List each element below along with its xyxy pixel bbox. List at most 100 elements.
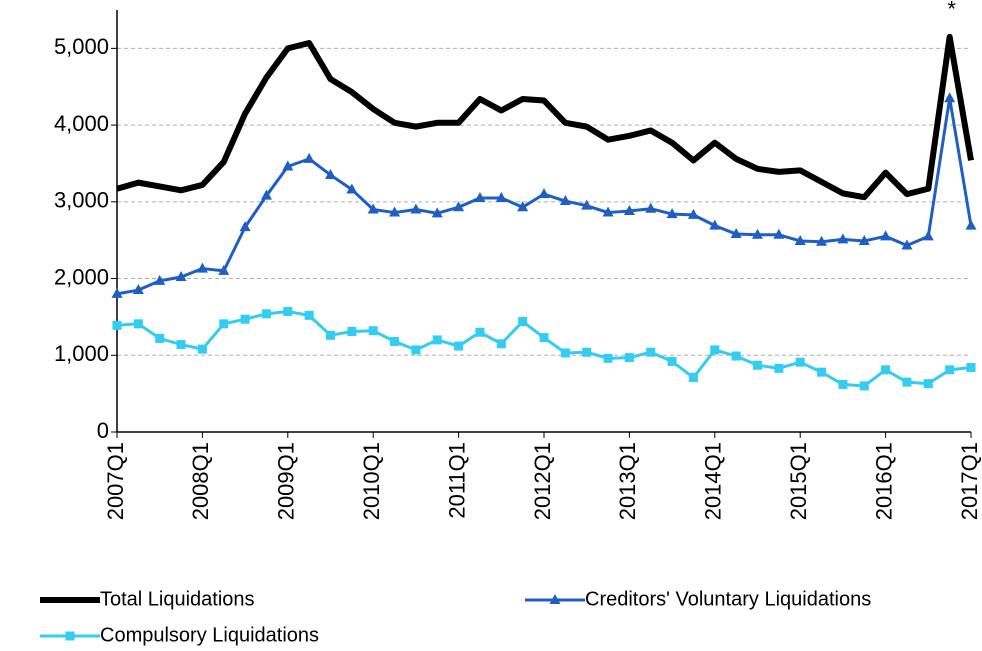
data-point	[325, 168, 336, 179]
data-point	[197, 344, 207, 354]
data-point	[495, 191, 507, 202]
data-point	[155, 333, 165, 343]
data-point	[710, 345, 720, 355]
data-point	[304, 310, 314, 320]
data-point	[581, 199, 593, 210]
data-point	[753, 360, 762, 370]
data-point	[966, 363, 976, 373]
data-point	[774, 363, 784, 373]
x-tick-label: 2012Q1	[530, 442, 555, 520]
data-point	[219, 319, 229, 329]
x-tick-label: 2007Q1	[103, 442, 128, 520]
data-point	[603, 353, 613, 363]
data-point	[902, 377, 912, 387]
data-point	[111, 287, 123, 298]
data-point	[752, 228, 763, 239]
data-point	[367, 203, 379, 214]
data-point	[538, 188, 550, 199]
legend-label: Compulsory Liquidations	[100, 624, 319, 646]
series-line	[116, 33, 974, 201]
data-point	[218, 264, 230, 275]
x-tick-label: 2013Q1	[615, 442, 640, 520]
legend-marker	[549, 594, 561, 604]
data-point	[432, 335, 442, 345]
y-tick-label: 2,000	[54, 264, 109, 289]
data-point	[453, 201, 465, 212]
data-point	[518, 317, 528, 327]
data-point	[923, 379, 933, 389]
data-point	[773, 228, 785, 239]
y-tick-label: 0	[97, 418, 109, 443]
data-point	[602, 206, 614, 217]
data-point	[303, 152, 315, 163]
data-point	[730, 228, 742, 239]
data-point	[559, 195, 571, 206]
x-tick-label: 2010Q1	[359, 442, 384, 520]
data-point	[794, 234, 806, 245]
legend-label: Creditors' Voluntary Liquidations	[585, 588, 871, 610]
data-point	[838, 379, 848, 389]
data-point	[731, 351, 741, 361]
annotation: *	[947, 0, 956, 22]
data-point	[666, 208, 678, 219]
data-point	[496, 339, 506, 349]
x-tick-label: 2015Q1	[786, 442, 811, 520]
data-point	[922, 230, 934, 241]
y-tick-label: 4,000	[54, 111, 109, 136]
data-point	[196, 262, 208, 273]
data-point	[112, 320, 122, 330]
data-point	[261, 309, 271, 319]
data-point	[454, 341, 464, 351]
data-point	[133, 319, 143, 329]
legend-label: Total Liquidations	[100, 588, 255, 610]
x-tick-label: 2011Q1	[444, 442, 469, 519]
x-tick-label: 2008Q1	[188, 442, 213, 520]
x-tick-label: 2017Q1	[957, 442, 982, 520]
data-point	[667, 356, 677, 366]
x-tick-label: 2009Q1	[274, 442, 299, 520]
data-point	[368, 326, 378, 336]
data-point	[623, 205, 635, 216]
data-point	[176, 340, 186, 350]
data-point	[282, 160, 294, 171]
data-point	[880, 230, 892, 241]
data-point	[431, 207, 443, 218]
data-point	[410, 203, 422, 214]
y-tick-label: 5,000	[54, 34, 109, 59]
data-point	[240, 314, 250, 324]
x-tick-label: 2016Q1	[871, 442, 896, 520]
data-point	[944, 92, 956, 103]
data-point	[624, 353, 634, 363]
data-point	[859, 381, 869, 391]
data-point	[646, 347, 656, 357]
data-point	[411, 345, 421, 355]
data-point	[347, 326, 357, 336]
data-point	[539, 333, 549, 343]
data-point	[858, 234, 870, 245]
data-point	[474, 191, 486, 202]
data-point	[965, 219, 977, 230]
data-point	[517, 201, 529, 212]
data-point	[390, 336, 400, 346]
data-point	[837, 233, 849, 244]
data-point	[326, 330, 335, 340]
data-point	[709, 219, 721, 230]
data-point	[260, 189, 272, 200]
data-point	[475, 327, 485, 337]
data-point	[154, 274, 166, 285]
data-point	[817, 367, 827, 377]
data-point	[901, 239, 913, 250]
data-point	[688, 373, 698, 383]
data-point	[881, 365, 891, 375]
data-point	[795, 357, 805, 367]
legend-marker	[65, 631, 75, 641]
data-point	[945, 365, 955, 375]
data-point	[816, 235, 828, 246]
data-point	[239, 221, 251, 232]
y-tick-label: 3,000	[54, 188, 109, 213]
data-point	[346, 183, 358, 194]
data-point	[389, 206, 401, 217]
data-point	[645, 202, 657, 213]
y-tick-label: 1,000	[54, 341, 109, 366]
